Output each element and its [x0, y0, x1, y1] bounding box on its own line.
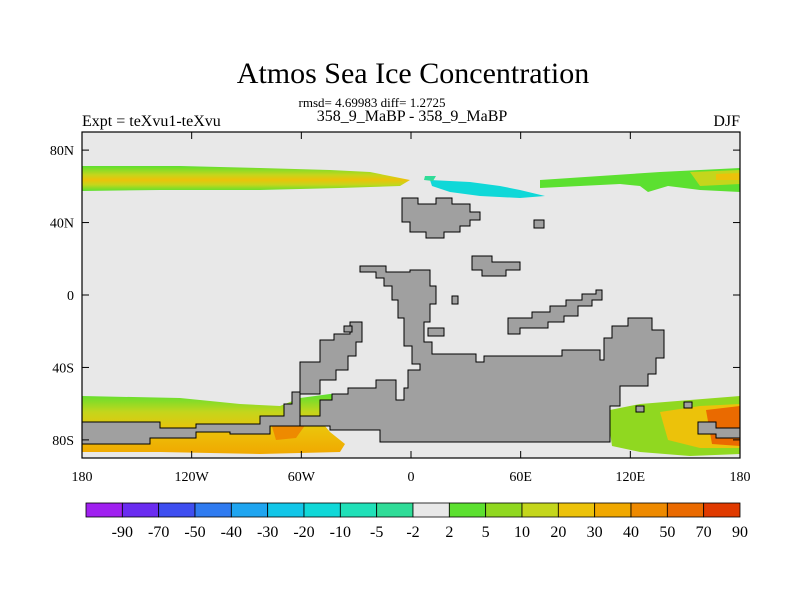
x-tick-label: 0 [408, 470, 415, 485]
colorbar-swatch [594, 502, 632, 518]
arctic-positive-east-peak [716, 173, 740, 180]
colorbar-label: 50 [659, 524, 675, 541]
colorbar-swatch [303, 502, 341, 518]
y-axis: 80N 40N 0 40S 80S [50, 144, 740, 449]
colorbar-label: -90 [112, 524, 133, 541]
arctic-positive-west [82, 166, 410, 191]
y-tick-label: 0 [67, 289, 74, 304]
colorbar-label: -40 [221, 524, 242, 541]
y-tick-label: 80N [50, 144, 74, 159]
x-axis: 180 120W 60W 0 60E 120E 180 [72, 132, 751, 485]
colorbar-label: 10 [514, 524, 530, 541]
land-west-arm [299, 321, 363, 395]
colorbar-swatch [121, 502, 160, 518]
chart-title: Atmos Sea Ice Concentration [237, 57, 589, 90]
season-label: DJF [713, 113, 740, 130]
colorbar-swatch [703, 502, 741, 518]
x-tick-label: 60W [288, 470, 316, 485]
colorbar-label: 2 [445, 524, 453, 541]
land-east-island [471, 255, 521, 277]
colorbar-label: 30 [587, 524, 603, 541]
colorbar-label: -2 [406, 524, 419, 541]
colorbar-swatch [158, 502, 196, 518]
x-tick-label: 180 [72, 470, 93, 485]
colorbar-label: 5 [482, 524, 490, 541]
land-north-continent [401, 197, 481, 239]
colorbar-swatch [448, 502, 487, 518]
colorbar-swatch [521, 502, 559, 518]
colorbar-swatch [412, 502, 450, 518]
arctic-positive-east [540, 168, 740, 192]
colorbar-label: 90 [732, 524, 748, 541]
colorbar-swatch [630, 502, 668, 518]
chart-subtitle: 358_9_MaBP - 358_9_MaBP [317, 108, 508, 125]
colorbar-label: 70 [696, 524, 712, 541]
x-tick-label: 120E [616, 470, 646, 485]
colorbar-swatch [267, 502, 305, 518]
land-small-islet [343, 325, 353, 333]
land-small-east [533, 219, 545, 229]
arctic-negative-fringe [424, 176, 436, 181]
x-tick-label: 60E [509, 470, 532, 485]
stats-line: rmsd= 4.69983 diff= 1.2725 [299, 95, 446, 110]
y-tick-label: 40N [50, 217, 74, 232]
colorbar-label: -10 [330, 524, 351, 541]
colorbar-label: 40 [623, 524, 639, 541]
land-tiny-isle [451, 295, 459, 305]
land-ant-east-small [635, 405, 645, 413]
x-tick-label: 180 [730, 470, 751, 485]
land-ant-east-tip [683, 401, 693, 409]
land-diagonal-strip [507, 289, 603, 335]
experiment-label: Expt = teXvu1-teXvu [82, 113, 221, 130]
y-tick-label: 80S [52, 434, 74, 449]
colorbar-swatch [666, 502, 705, 518]
colorbar-label: -70 [148, 524, 169, 541]
colorbar-swatch [230, 502, 269, 518]
colorbar: -90 -70 -50 -40 -30 -20 -10 -5 -2 2 5 10 20 30 40 50 70 9… [85, 502, 748, 541]
colorbar-swatch [194, 502, 232, 518]
colorbar-label: -20 [293, 524, 314, 541]
land-central-continent [299, 265, 665, 443]
colorbar-swatch [376, 502, 414, 518]
colorbar-swatch [339, 502, 378, 518]
colorbar-label: 20 [550, 524, 566, 541]
arctic-negative-center [430, 180, 545, 198]
y-tick-label: 40S [52, 361, 74, 376]
colorbar-label: -5 [370, 524, 383, 541]
colorbar-label: -30 [257, 524, 278, 541]
land-masses [82, 197, 740, 445]
land-peninsula [427, 327, 445, 337]
colorbar-swatch [85, 502, 123, 518]
colorbar-swatch [557, 502, 596, 518]
map-plot [82, 132, 740, 458]
land-ant-east-coast [697, 421, 740, 439]
colorbar-swatch [485, 502, 523, 518]
colorbar-label: -50 [184, 524, 205, 541]
x-tick-label: 120W [175, 470, 210, 485]
land-ant-west-coast [82, 391, 301, 445]
